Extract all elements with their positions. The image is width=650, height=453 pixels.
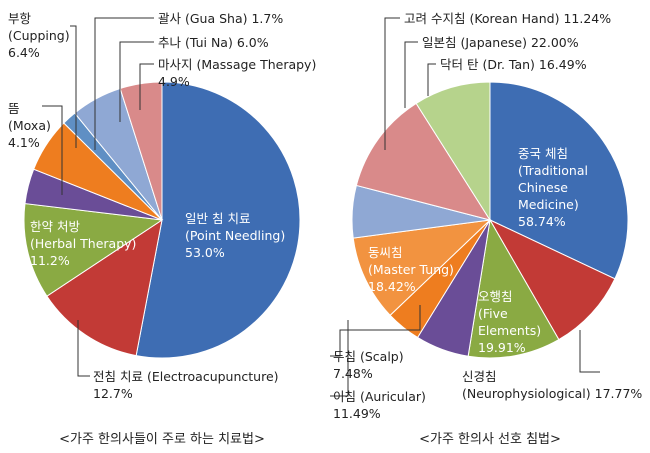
pie-slice	[489, 81, 629, 280]
pie-slice	[46, 218, 163, 357]
pie-slice	[355, 102, 492, 221]
chart-title: <가주 한의사 선호 침법>	[419, 432, 561, 447]
value-label: 18.42%	[368, 279, 416, 294]
slice-label: 일반 침 치료 (Point Needling) 53.0%	[185, 210, 285, 261]
category-label: 고려 수지침 (Korean Hand)	[404, 11, 560, 26]
slice-label: 오행침 (Five Elements) 19.91%	[478, 288, 541, 356]
value-label: 17.77%	[594, 386, 643, 401]
value-label: 11.2%	[30, 253, 70, 268]
pie-slice	[135, 81, 301, 359]
slice-label: 고려 수지침 (Korean Hand) 11.24%	[404, 10, 611, 27]
value-label: 11.49%	[333, 406, 381, 421]
pie-slice	[23, 203, 164, 297]
value-label: 16.49%	[538, 57, 587, 72]
value-label: 58.74%	[518, 214, 566, 229]
slice-label: 전침 치료 (Electroacupuncture) 12.7%	[93, 368, 279, 402]
category-label: 닥터 탄 (Dr. Tan)	[440, 57, 535, 72]
value-label: 11.24%	[563, 11, 612, 26]
pie-slice	[488, 218, 616, 341]
value-label: 6.4%	[8, 45, 40, 60]
category-label: 괄사 (Gua Sha)	[158, 11, 248, 26]
value-label: 4.9%	[158, 74, 190, 89]
slice-label: 괄사 (Gua Sha) 1.7%	[158, 10, 283, 27]
category-label: 동씨침 (Master Tung)	[368, 245, 454, 277]
slice-label: 추나 (Tui Na) 6.0%	[158, 34, 269, 51]
slice-label: 한약 처방 (Herbal Therapy) 11.2%	[30, 218, 136, 269]
category-label: 두침 (Scalp)	[333, 349, 404, 364]
slice-label: 뜸 (Moxa) 4.1%	[8, 100, 51, 151]
value-label: 6.0%	[236, 35, 269, 50]
slice-label: 이침 (Auricular) 11.49%	[333, 388, 426, 422]
pie-slice	[415, 81, 491, 222]
value-label: 1.7%	[251, 11, 284, 26]
value-label: 19.91%	[478, 340, 526, 355]
slice-label: 동씨침 (Master Tung) 18.42%	[368, 244, 454, 295]
category-label: 신경침 (Neurophysiological)	[462, 369, 591, 401]
value-label: 12.7%	[93, 386, 133, 401]
slice-label: 부항 (Cupping) 6.4%	[8, 10, 70, 61]
chart-title: <가주 한의사들이 주로 하는 치료법>	[59, 432, 265, 447]
value-label: 53.0%	[185, 245, 225, 260]
slice-label: 일본침 (Japanese) 22.00%	[422, 34, 579, 51]
value-label: 4.1%	[8, 135, 40, 150]
category-label: 추나 (Tui Na)	[158, 35, 233, 50]
slice-label: 두침 (Scalp) 7.48%	[333, 348, 404, 382]
category-label: 부항 (Cupping)	[8, 11, 70, 43]
slice-label: 중국 체침 (Traditional Chinese Medicine) 58.…	[518, 145, 588, 230]
value-label: 22.00%	[530, 35, 579, 50]
category-label: 일본침 (Japanese)	[422, 35, 527, 50]
slice-label: 닥터 탄 (Dr. Tan) 16.49%	[440, 56, 587, 73]
slice-label: 신경침 (Neurophysiological) 17.77%	[462, 368, 642, 402]
category-label: 이침 (Auricular)	[333, 389, 426, 404]
category-label: 일반 침 치료 (Point Needling)	[185, 211, 286, 243]
value-label: 7.48%	[333, 366, 373, 381]
category-label: 오행침 (Five Elements)	[478, 289, 542, 338]
category-label: 뜸 (Moxa)	[8, 101, 51, 133]
category-label: 마사지 (Massage Therapy)	[158, 57, 317, 72]
category-label: 한약 처방 (Herbal Therapy)	[30, 219, 137, 251]
category-label: 전침 치료 (Electroacupuncture)	[93, 369, 279, 384]
category-label: 중국 체침 (Traditional Chinese Medicine)	[518, 146, 588, 212]
pie-slice	[352, 219, 492, 316]
pie-slice	[467, 218, 560, 359]
slice-label: 마사지 (Massage Therapy) 4.9%	[158, 56, 316, 90]
leader-lines	[42, 17, 600, 397]
